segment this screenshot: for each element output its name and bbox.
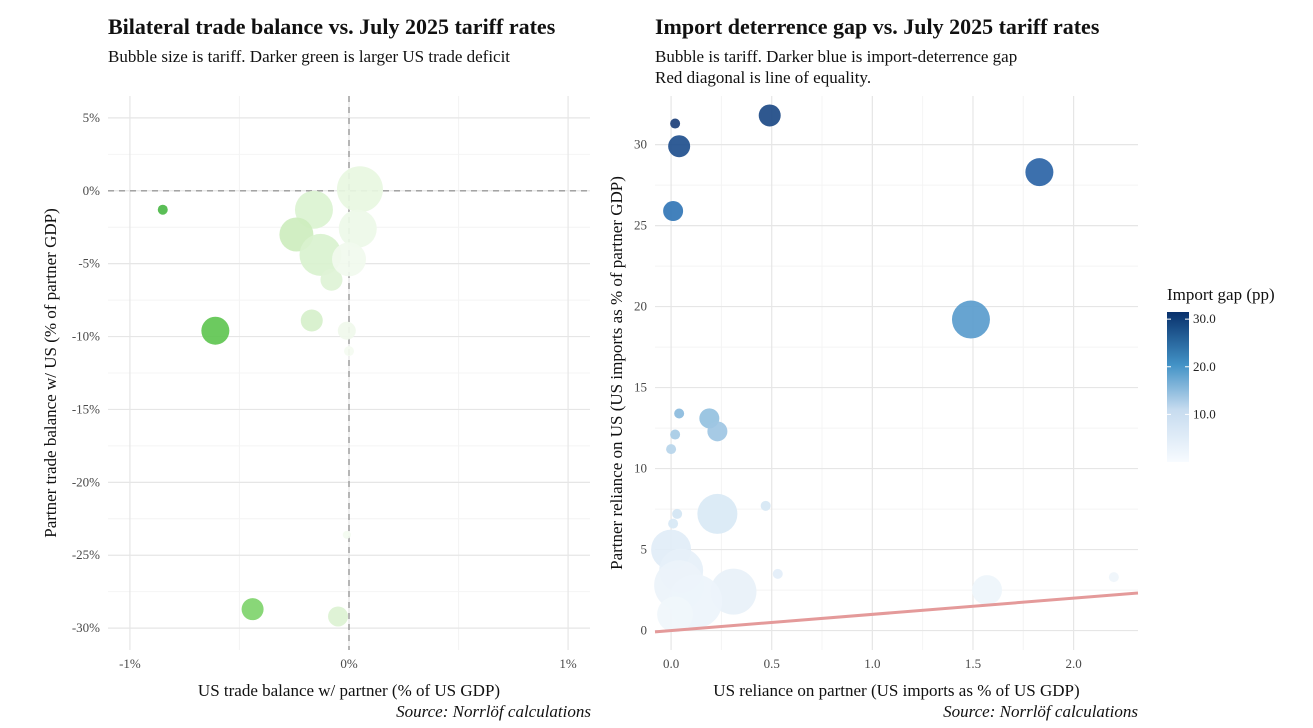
y-tick-label: -15% [72, 401, 100, 416]
data-point-bubble [697, 493, 738, 534]
x-tick-label: -1% [119, 656, 141, 671]
y-tick-label: 5 [641, 542, 648, 557]
legend-tick-label: 20.0 [1193, 359, 1216, 374]
y-tick-label: 10 [634, 461, 647, 476]
x-tick-label: 1% [559, 656, 577, 671]
y-tick-label: -5% [78, 256, 100, 271]
y-axis-title: Partner trade balance w/ US (% of partne… [41, 208, 60, 538]
x-tick-label: 0.5 [764, 656, 780, 671]
data-point-bubble [972, 575, 1003, 606]
data-point-bubble [707, 421, 728, 442]
data-point-bubble [674, 408, 685, 419]
data-point-bubble [951, 300, 990, 339]
legend-tick-label: 30.0 [1193, 311, 1216, 326]
data-point-bubble [668, 135, 691, 158]
x-tick-label: 0.0 [663, 656, 679, 671]
y-tick-label: 0 [641, 623, 648, 638]
left-source-note: Source: Norrlöf calculations [396, 702, 591, 721]
data-point-bubble [320, 268, 343, 291]
y-tick-label: -30% [72, 620, 100, 635]
right-chart-subtitle-line-2: Red diagonal is line of equality. [655, 68, 872, 87]
x-tick-label: 1.0 [864, 656, 880, 671]
data-point-bubble [670, 429, 681, 440]
data-point-bubble [336, 166, 383, 213]
data-point-bubble [337, 321, 356, 340]
data-point-bubble [758, 104, 781, 127]
left-chart-title: Bilateral trade balance vs. July 2025 ta… [108, 14, 556, 39]
data-point-bubble [299, 233, 342, 276]
y-tick-label: 30 [634, 137, 647, 152]
y-tick-label: 20 [634, 299, 647, 314]
data-point-bubble [663, 201, 684, 222]
right-chart-subtitle-line-1: Bubble is tariff. Darker blue is import-… [655, 47, 1018, 66]
data-point-bubble [1025, 158, 1054, 187]
y-tick-label: -10% [72, 329, 100, 344]
data-point-bubble [342, 530, 351, 539]
data-point-bubble [670, 118, 681, 129]
x-tick-label: 0% [340, 656, 358, 671]
y-tick-label: 5% [83, 110, 101, 125]
y-tick-label: 0% [83, 183, 101, 198]
data-point-bubble [332, 242, 366, 277]
legend-color-bar [1167, 312, 1189, 462]
import-gap-legend: Import gap (pp) 30.0 20.0 10.0 [1167, 285, 1275, 462]
legend-title: Import gap (pp) [1167, 285, 1275, 304]
equality-line [654, 591, 1139, 634]
data-point-bubble [157, 204, 168, 215]
x-tick-label: 2.0 [1065, 656, 1081, 671]
data-point-bubble [294, 190, 333, 229]
data-point-bubble [760, 500, 771, 511]
left-plot-area: 5% 0% -5% -10% -15% -20% -25% -30% -1% 0% 1% US tra… [41, 96, 590, 700]
data-point-bubble [201, 316, 230, 345]
x-axis-title: US reliance on partner (US imports as % … [713, 681, 1079, 700]
right-source-note: Source: Norrlöf calculations [943, 702, 1138, 721]
data-point-bubble [300, 309, 323, 332]
right-chart-title: Import deterrence gap vs. July 2025 tari… [655, 14, 1100, 39]
legend-tick-label: 10.0 [1193, 406, 1216, 421]
data-point-bubble [666, 444, 677, 455]
y-tick-label: -25% [72, 547, 100, 562]
data-point-bubble [657, 596, 694, 633]
data-point-bubble [668, 518, 679, 529]
left-chart-subtitle: Bubble size is tariff. Darker green is l… [108, 47, 511, 66]
data-point-bubble [241, 598, 264, 621]
y-tick-label: 25 [634, 218, 647, 233]
x-tick-label: 1.5 [965, 656, 981, 671]
y-tick-label: -20% [72, 474, 100, 489]
data-point-bubble [328, 606, 349, 627]
data-point-bubble [1108, 572, 1119, 583]
x-axis-title: US trade balance w/ partner (% of US GDP… [198, 681, 500, 700]
data-point-bubble [672, 508, 683, 519]
data-point-bubble [338, 209, 377, 248]
right-plot-area: 0 5 10 15 20 25 30 0.0 0.5 1.0 1.5 2.0 US reliance o… [607, 96, 1139, 700]
y-tick-label: 15 [634, 380, 647, 395]
data-point-bubble [344, 346, 354, 357]
y-axis-title: Partner reliance on US (US imports as % … [607, 176, 626, 570]
data-point-bubble [772, 568, 783, 579]
